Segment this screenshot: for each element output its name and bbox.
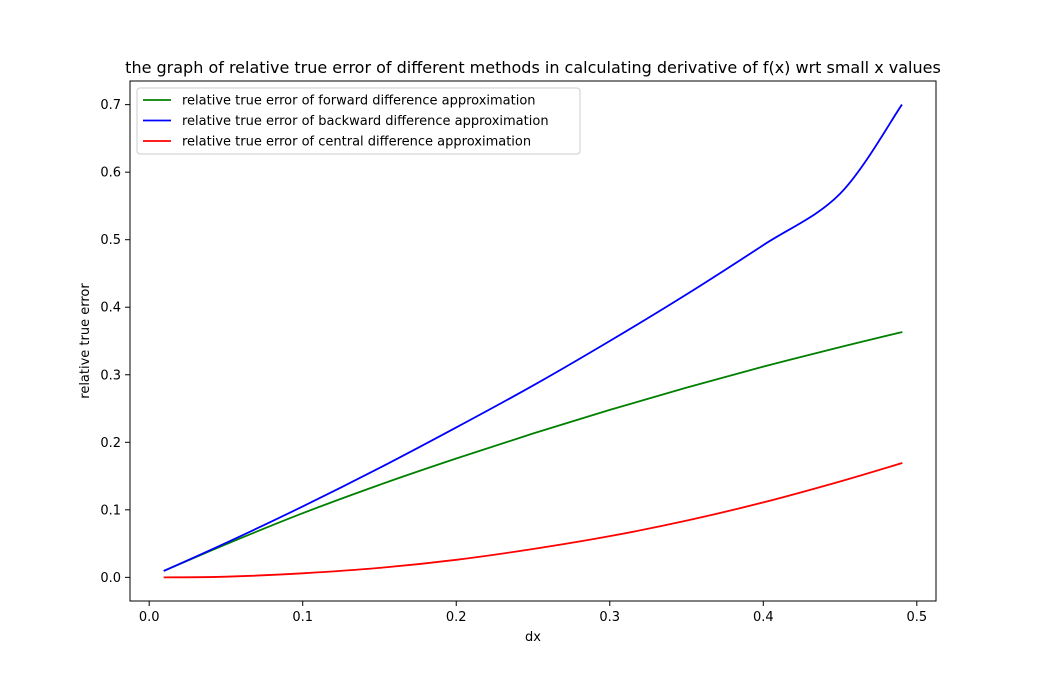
y-tick-label: 0.0 (100, 571, 121, 586)
y-axis-label: relative true error (78, 283, 93, 399)
y-tick-label: 0.2 (100, 436, 121, 451)
series-line-3 (163, 462, 903, 579)
legend-label-3: relative true error of central differenc… (182, 135, 531, 150)
y-tick-label: 0.5 (100, 233, 121, 248)
legend: relative true error of forward differenc… (136, 87, 581, 155)
y-axis-ticks: 0.0 0.1 0.2 0.3 0.4 0.5 0.6 0.7 (100, 98, 130, 586)
y-tick-label: 0.1 (100, 503, 121, 518)
plot-area-frame (129, 80, 937, 602)
series-layer (163, 104, 903, 579)
series-line-1 (163, 331, 903, 572)
x-tick-label: 0.5 (906, 610, 927, 625)
x-axis-ticks: 0.0 0.1 0.2 0.3 0.4 0.5 (139, 601, 927, 625)
legend-box (136, 87, 581, 155)
y-tick-label: 0.7 (100, 98, 121, 113)
y-tick-label: 0.3 (100, 368, 121, 383)
x-tick-label: 0.3 (599, 610, 620, 625)
x-tick-label: 0.0 (139, 610, 160, 625)
series-line-2 (163, 104, 903, 572)
x-axis-label: dx (525, 630, 541, 645)
x-tick-label: 0.1 (292, 610, 313, 625)
y-tick-label: 0.4 (100, 301, 121, 316)
y-tick-label: 0.6 (100, 166, 121, 181)
legend-label-2: relative true error of backward differen… (182, 114, 549, 129)
legend-label-1: relative true error of forward differenc… (182, 94, 536, 109)
x-tick-label: 0.2 (446, 610, 467, 625)
x-tick-label: 0.4 (753, 610, 774, 625)
chart-title: the graph of relative true error of diff… (125, 58, 941, 77)
